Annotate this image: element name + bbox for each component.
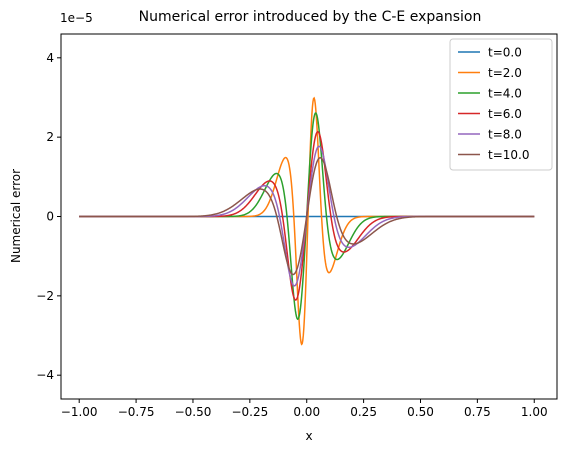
legend-label: t=4.0	[488, 87, 522, 101]
y-offset-label: 1e−5	[60, 11, 93, 25]
x-tick-label: −1.00	[61, 405, 98, 419]
series-lines	[79, 96, 535, 346]
x-tick-label: −0.50	[175, 405, 212, 419]
y-tick-label: −2	[36, 289, 54, 303]
x-axis: −1.00 −0.75 −0.50 −0.25 0.00 0.25 0.50 0.75 1.00	[61, 399, 548, 419]
y-tick-label: −4	[36, 368, 54, 382]
x-tick-label: 0.50	[407, 405, 434, 419]
x-axis-label: x	[305, 429, 312, 443]
legend-label: t=0.0	[488, 46, 522, 60]
x-tick-label: 0.75	[464, 405, 491, 419]
y-tick-label: 0	[46, 210, 54, 224]
y-axis: −4 −2 0 2 4	[36, 51, 61, 382]
legend-label: t=6.0	[488, 107, 522, 121]
y-tick-label: 4	[46, 51, 54, 65]
x-tick-label: −0.25	[231, 405, 268, 419]
legend-label: t=2.0	[488, 66, 522, 80]
x-tick-label: 0.00	[293, 405, 320, 419]
x-tick-label: 1.00	[521, 405, 548, 419]
x-tick-label: −0.75	[118, 405, 155, 419]
x-tick-label: 0.25	[350, 405, 377, 419]
legend-label: t=10.0	[488, 148, 529, 162]
y-tick-label: 2	[46, 130, 54, 144]
legend-label: t=8.0	[488, 128, 522, 142]
y-axis-label: Numerical error	[9, 169, 23, 263]
series-line-t-10-0	[79, 156, 535, 276]
chart-title: Numerical error introduced by the C-E ex…	[139, 9, 482, 25]
legend: t=0.0 t=2.0 t=4.0 t=6.0 t=8.0 t=10.0	[449, 38, 553, 171]
